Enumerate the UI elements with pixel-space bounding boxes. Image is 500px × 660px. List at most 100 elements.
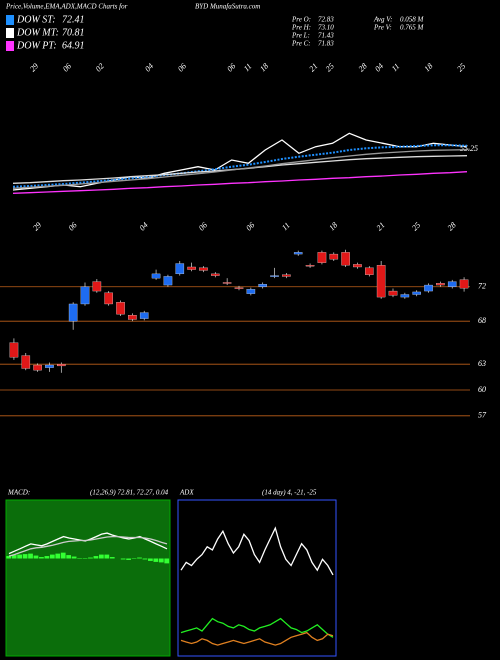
histogram-bar (158, 558, 164, 563)
stat-label: Pre L: (291, 32, 310, 40)
histogram-bar (60, 552, 66, 559)
candle-body (282, 274, 291, 277)
x-tick-label: 04 (143, 62, 155, 74)
histogram-bar (109, 557, 115, 559)
candle-body (68, 303, 78, 322)
x-tick-label: 06 (61, 62, 73, 74)
stat-label: Pre C: (291, 40, 311, 48)
panel-frame (177, 499, 337, 657)
x-tick-label: 06 (197, 221, 209, 233)
candle-body (116, 302, 125, 315)
x-tick-label: 06 (244, 221, 256, 233)
x-tick-label: 04 (138, 221, 150, 233)
candle-body (128, 315, 137, 320)
series-line (12, 149, 468, 189)
candle-body (33, 364, 42, 371)
candle-body (80, 286, 90, 305)
candle-body (187, 266, 196, 270)
histogram-bar (17, 554, 23, 559)
legend-swatch (6, 15, 14, 25)
candle-body (9, 342, 19, 358)
candle-body (353, 264, 362, 268)
histogram-bar (28, 553, 33, 559)
candle-body (412, 291, 421, 295)
histogram-bar (11, 555, 17, 559)
x-tick-label: 29 (31, 221, 43, 233)
candle-body (199, 267, 208, 271)
x-tick-label: 18 (258, 62, 270, 74)
series-line (8, 535, 168, 557)
histogram-bar (44, 556, 50, 559)
candle-body (270, 275, 279, 277)
stat-value: 73.10 (318, 24, 334, 32)
legend-swatch (6, 28, 14, 38)
histogram-bar (66, 555, 72, 559)
histogram-bar (6, 556, 12, 559)
x-tick-label: 21 (375, 221, 387, 233)
stat-label: Avg V: (373, 16, 392, 24)
histogram-bar (88, 557, 93, 559)
x-tick-label: 28 (357, 62, 369, 74)
y-tick-label: 57 (478, 411, 487, 420)
histogram-bar (33, 555, 39, 559)
x-tick-label: 18 (422, 62, 434, 74)
x-tick-label: 06 (67, 221, 79, 233)
candle-body (21, 355, 31, 369)
candle-body (234, 287, 244, 289)
legend-value: 64.91 (62, 40, 85, 51)
x-tick-label: 06 (225, 62, 237, 74)
x-tick-label: 25 (410, 221, 422, 233)
symbol: BYD MunafaSutra.com (195, 3, 260, 11)
histogram-bar (137, 557, 142, 559)
panel-params: (14 day) 4, -21, -25 (262, 489, 317, 497)
candle-body (329, 253, 339, 260)
y-tick-label: 68 (478, 316, 486, 325)
y-tick-label: 60 (478, 385, 486, 394)
legend-name: DOW MT: (16, 27, 59, 38)
y-tick-label: 72 (478, 282, 486, 291)
candle-body (388, 290, 398, 296)
candle-body (246, 289, 256, 294)
stat-value: 0.765 M (400, 24, 425, 32)
histogram-bar (71, 556, 77, 559)
stat-label: Pre V: (373, 24, 392, 32)
candle-body (163, 276, 173, 286)
y-tick-label: 63 (478, 359, 486, 368)
candle-body (305, 265, 315, 267)
histogram-bar (22, 554, 28, 559)
page-title: Price,Volume,EMA,ADX,MACD Charts for (5, 3, 128, 11)
stat-value: 71.43 (318, 32, 334, 40)
stat-value: 71.83 (318, 40, 334, 48)
candle-body (45, 364, 54, 368)
candle-body (139, 312, 149, 319)
histogram-bar (104, 554, 110, 559)
stat-value: 0.058 M (400, 16, 425, 24)
candle-body (92, 281, 102, 292)
candle-body (258, 284, 267, 287)
candle-body (222, 282, 232, 284)
histogram-bar (153, 558, 159, 562)
candle-body (293, 252, 303, 255)
histogram-bar (39, 557, 44, 559)
histogram-bar (164, 558, 170, 564)
x-tick-label: 11 (280, 221, 292, 233)
candle-body (317, 252, 327, 263)
legend-name: DOW PT: (16, 40, 57, 51)
legend-name: DOW ST: (16, 14, 56, 25)
candle-body (151, 273, 161, 279)
panel-title: MACD: (7, 489, 30, 497)
y-tick-label: 55.25 (460, 144, 478, 153)
series-line (12, 144, 468, 188)
candle-body (104, 292, 113, 305)
series-line (180, 526, 334, 576)
histogram-bar (126, 558, 131, 560)
panel-title: ADX (179, 489, 194, 497)
candle-body (341, 252, 350, 266)
candle-body (175, 263, 185, 275)
candle-body (424, 284, 433, 292)
stat-label: Pre O: (291, 16, 311, 24)
stat-label: Pre H: (291, 24, 311, 32)
histogram-bar (120, 558, 126, 560)
